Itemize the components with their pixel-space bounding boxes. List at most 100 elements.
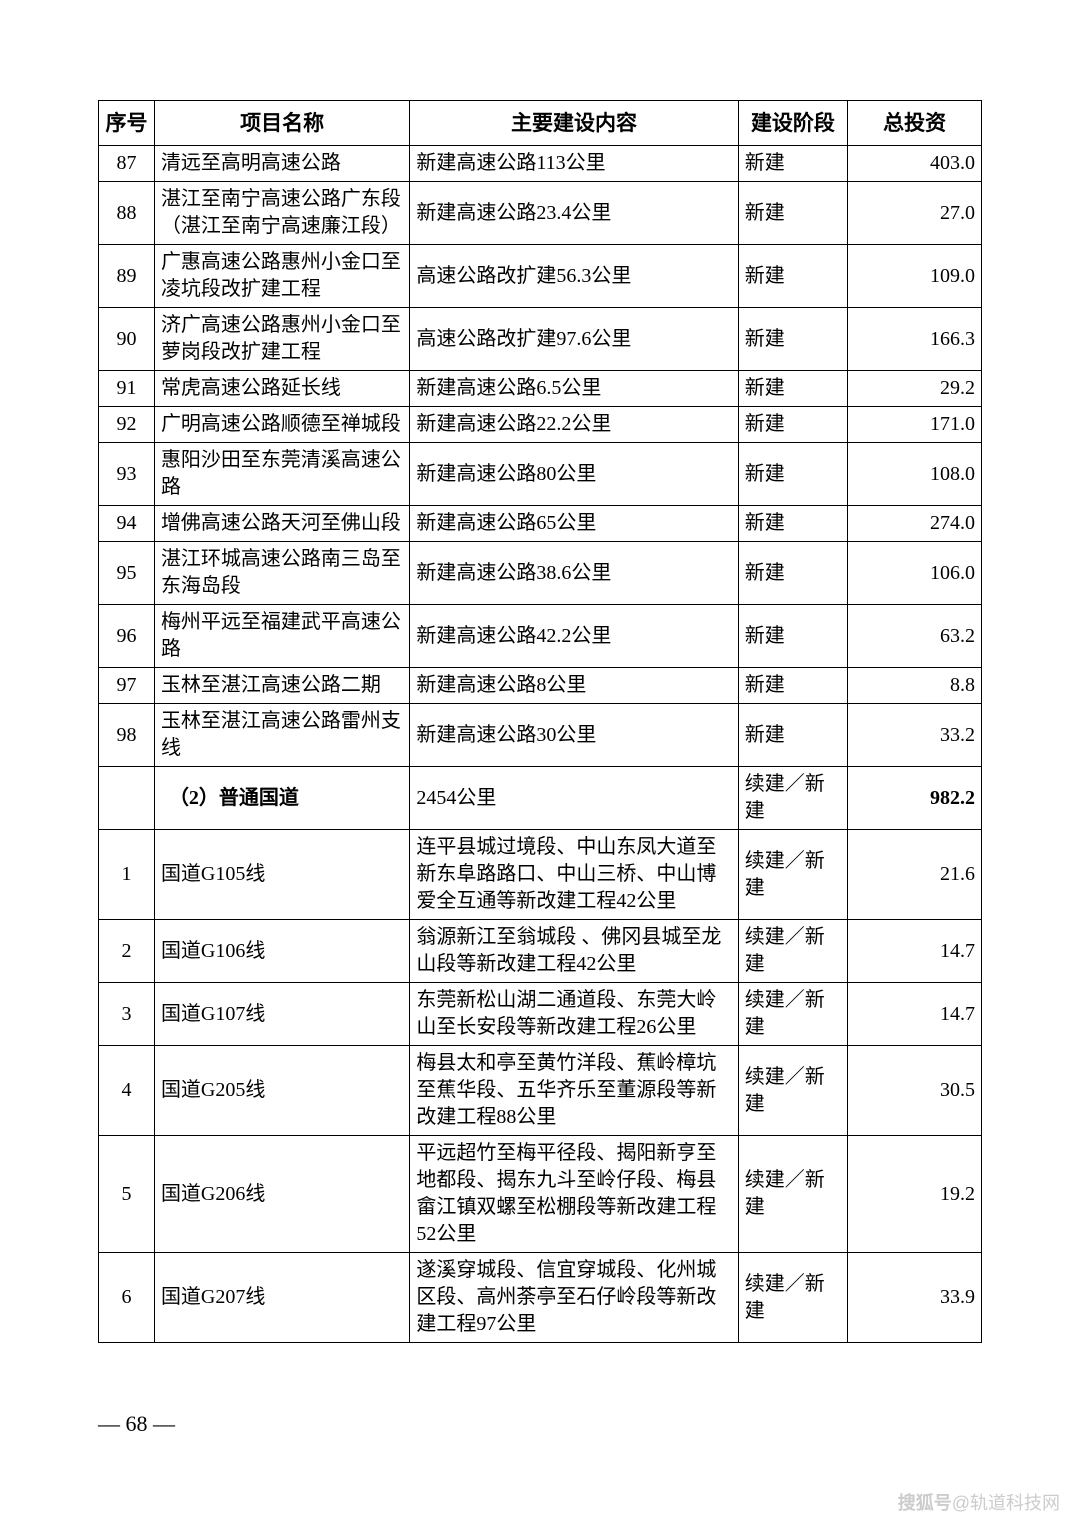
cell-seq: 96	[99, 605, 155, 668]
cell-stage: 新建	[738, 704, 847, 767]
cell-invest: 8.8	[848, 668, 982, 704]
cell-invest: 21.6	[848, 830, 982, 920]
table-row: 90济广高速公路惠州小金口至萝岗段改扩建工程高速公路改扩建97.6公里新建166…	[99, 308, 982, 371]
cell-seq: 3	[99, 983, 155, 1046]
cell-seq: 98	[99, 704, 155, 767]
cell-seq: 94	[99, 506, 155, 542]
cell-stage: 新建	[738, 407, 847, 443]
header-seq: 序号	[99, 101, 155, 146]
table-row: 6国道G207线遂溪穿城段、信宜穿城段、化州城区段、高州荼亭至石仔岭段等新改建工…	[99, 1253, 982, 1343]
cell-stage: 新建	[738, 245, 847, 308]
cell-content: 翁源新江至翁城段 、佛冈县城至龙山段等新改建工程42公里	[410, 920, 738, 983]
cell-name: 增佛高速公路天河至佛山段	[154, 506, 409, 542]
cell-invest: 14.7	[848, 920, 982, 983]
table-row: 96梅州平远至福建武平高速公路新建高速公路42.2公里新建63.2	[99, 605, 982, 668]
cell-content: 新建高速公路42.2公里	[410, 605, 738, 668]
cell-stage: 续建／新建	[738, 830, 847, 920]
table-row: 95湛江环城高速公路南三岛至东海岛段新建高速公路38.6公里新建106.0	[99, 542, 982, 605]
cell-content: 新建高速公路23.4公里	[410, 182, 738, 245]
cell-content: 新建高速公路80公里	[410, 443, 738, 506]
cell-name: 梅州平远至福建武平高速公路	[154, 605, 409, 668]
table-row: 5国道G206线平远超竹至梅平径段、揭阳新亨至地都段、揭东九斗至岭仔段、梅县畲江…	[99, 1136, 982, 1253]
table-body: 87清远至高明高速公路新建高速公路113公里新建403.088湛江至南宁高速公路…	[99, 146, 982, 1343]
cell-content: 新建高速公路30公里	[410, 704, 738, 767]
table-row: 98玉林至湛江高速公路雷州支线新建高速公路30公里新建33.2	[99, 704, 982, 767]
cell-name: 湛江至南宁高速公路广东段（湛江至南宁高速廉江段）	[154, 182, 409, 245]
cell-seq: 97	[99, 668, 155, 704]
cell-name: 常虎高速公路延长线	[154, 371, 409, 407]
cell-seq: 93	[99, 443, 155, 506]
cell-name: 惠阳沙田至东莞清溪高速公路	[154, 443, 409, 506]
cell-seq: 6	[99, 1253, 155, 1343]
cell-name: 广明高速公路顺德至禅城段	[154, 407, 409, 443]
table-row: 88湛江至南宁高速公路广东段（湛江至南宁高速廉江段）新建高速公路23.4公里新建…	[99, 182, 982, 245]
header-content: 主要建设内容	[410, 101, 738, 146]
cell-invest: 982.2	[848, 767, 982, 830]
cell-invest: 27.0	[848, 182, 982, 245]
cell-seq: 2	[99, 920, 155, 983]
cell-stage: 新建	[738, 506, 847, 542]
cell-name: 国道G205线	[154, 1046, 409, 1136]
cell-name: 国道G105线	[154, 830, 409, 920]
cell-invest: 106.0	[848, 542, 982, 605]
cell-stage: 新建	[738, 542, 847, 605]
table-row: 92广明高速公路顺德至禅城段新建高速公路22.2公里新建171.0	[99, 407, 982, 443]
table-row: 3国道G107线东莞新松山湖二通道段、东莞大岭山至长安段等新改建工程26公里续建…	[99, 983, 982, 1046]
cell-stage: 新建	[738, 146, 847, 182]
cell-content: 梅县太和亭至黄竹洋段、蕉岭樟坑至蕉华段、五华齐乐至董源段等新改建工程88公里	[410, 1046, 738, 1136]
cell-invest: 109.0	[848, 245, 982, 308]
cell-name: 广惠高速公路惠州小金口至凌坑段改扩建工程	[154, 245, 409, 308]
table-row: 91常虎高速公路延长线新建高速公路6.5公里新建29.2	[99, 371, 982, 407]
cell-name: 湛江环城高速公路南三岛至东海岛段	[154, 542, 409, 605]
cell-stage: 新建	[738, 605, 847, 668]
cell-stage: 续建／新建	[738, 767, 847, 830]
cell-stage: 续建／新建	[738, 1253, 847, 1343]
cell-stage: 续建／新建	[738, 983, 847, 1046]
cell-invest: 29.2	[848, 371, 982, 407]
watermark-suffix: @轨道科技网	[952, 1493, 1060, 1513]
cell-invest: 33.2	[848, 704, 982, 767]
cell-content: 平远超竹至梅平径段、揭阳新亨至地都段、揭东九斗至岭仔段、梅县畲江镇双螺至松棚段等…	[410, 1136, 738, 1253]
cell-invest: 171.0	[848, 407, 982, 443]
cell-content: 遂溪穿城段、信宜穿城段、化州城区段、高州荼亭至石仔岭段等新改建工程97公里	[410, 1253, 738, 1343]
cell-stage: 新建	[738, 182, 847, 245]
cell-name: 玉林至湛江高速公路雷州支线	[154, 704, 409, 767]
cell-seq: 90	[99, 308, 155, 371]
table-row: 2国道G106线翁源新江至翁城段 、佛冈县城至龙山段等新改建工程42公里续建／新…	[99, 920, 982, 983]
cell-name: （2）普通国道	[154, 767, 409, 830]
cell-content: 新建高速公路8公里	[410, 668, 738, 704]
header-name: 项目名称	[154, 101, 409, 146]
cell-content: 高速公路改扩建97.6公里	[410, 308, 738, 371]
cell-invest: 403.0	[848, 146, 982, 182]
header-stage: 建设阶段	[738, 101, 847, 146]
cell-name: 清远至高明高速公路	[154, 146, 409, 182]
cell-content: 新建高速公路38.6公里	[410, 542, 738, 605]
cell-content: 新建高速公路113公里	[410, 146, 738, 182]
table-header-row: 序号 项目名称 主要建设内容 建设阶段 总投资	[99, 101, 982, 146]
cell-seq: 91	[99, 371, 155, 407]
cell-name: 国道G207线	[154, 1253, 409, 1343]
cell-seq: 4	[99, 1046, 155, 1136]
cell-invest: 63.2	[848, 605, 982, 668]
cell-invest: 14.7	[848, 983, 982, 1046]
cell-seq: 87	[99, 146, 155, 182]
cell-stage: 新建	[738, 443, 847, 506]
table-row: 97玉林至湛江高速公路二期新建高速公路8公里新建8.8	[99, 668, 982, 704]
cell-content: 东莞新松山湖二通道段、东莞大岭山至长安段等新改建工程26公里	[410, 983, 738, 1046]
cell-invest: 108.0	[848, 443, 982, 506]
cell-content: 新建高速公路65公里	[410, 506, 738, 542]
cell-content: 新建高速公路6.5公里	[410, 371, 738, 407]
table-row: 93惠阳沙田至东莞清溪高速公路新建高速公路80公里新建108.0	[99, 443, 982, 506]
cell-name: 济广高速公路惠州小金口至萝岗段改扩建工程	[154, 308, 409, 371]
header-invest: 总投资	[848, 101, 982, 146]
cell-invest: 274.0	[848, 506, 982, 542]
cell-invest: 166.3	[848, 308, 982, 371]
table-row: （2）普通国道2454公里续建／新建982.2	[99, 767, 982, 830]
page-number: — 68 —	[98, 1411, 175, 1437]
table-row: 87清远至高明高速公路新建高速公路113公里新建403.0	[99, 146, 982, 182]
cell-stage: 新建	[738, 371, 847, 407]
cell-seq	[99, 767, 155, 830]
cell-seq: 92	[99, 407, 155, 443]
cell-content: 高速公路改扩建56.3公里	[410, 245, 738, 308]
cell-invest: 30.5	[848, 1046, 982, 1136]
